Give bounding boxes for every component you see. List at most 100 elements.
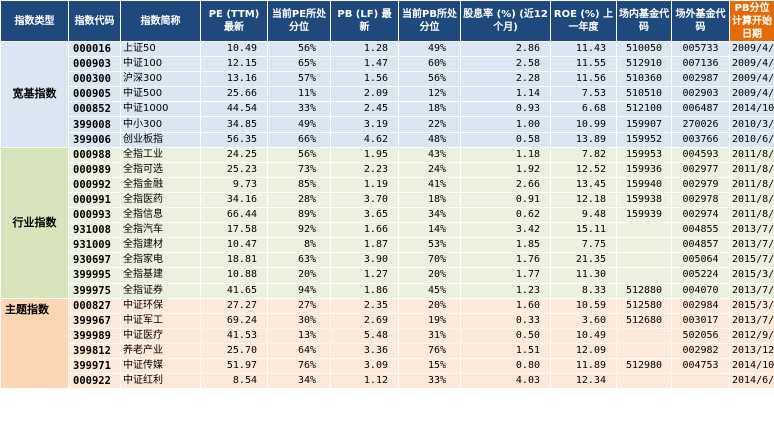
index-code: 399989 [68, 327, 121, 344]
index-name: 全指工业 [120, 146, 201, 163]
dividend-yield: 4.03 [460, 373, 551, 390]
table-row: 399995 全指基建 10.88 20% 1.27 20% 1.77 11.30 005224… [1, 267, 774, 284]
index-code: 000991 [68, 191, 121, 209]
offsite-fund-code: 005064 [671, 252, 730, 269]
pe-percentile: 34% [267, 373, 331, 390]
offsite-fund-code: 003017 [671, 312, 730, 329]
index-name: 中证500 [120, 86, 201, 103]
table-row: 399008 中小300 34.85 49% 3.19 22% 1.00 10.99 15990… [1, 116, 774, 133]
pb-percentile: 12% [398, 86, 461, 103]
roe-value: 11.30 [550, 267, 617, 284]
start-date: 2009/4/23 [729, 86, 774, 103]
table-row: 399971 中证传媒 51.97 76% 3.09 15% 0.80 11.89 512980… [1, 357, 774, 375]
offsite-fund-code: 002979 [671, 176, 730, 193]
index-name: 中小300 [120, 116, 201, 133]
roe-value: 10.49 [550, 327, 617, 344]
index-name: 中证医疗 [120, 327, 201, 344]
table-row: 399812 养老产业 25.70 64% 3.36 76% 1.51 12.09 002982… [1, 342, 774, 359]
index-name: 全指证券 [120, 282, 201, 299]
index-code: 000300 [68, 71, 121, 88]
pe-value: 12.15 [200, 56, 268, 73]
pe-percentile: 66% [267, 131, 331, 148]
pb-percentile: 53% [398, 237, 461, 254]
pe-value: 18.81 [200, 252, 268, 269]
pb-value: 2.69 [330, 312, 399, 329]
pb-value: 1.56 [330, 71, 399, 88]
pe-value: 34.85 [200, 116, 268, 133]
index-name: 养老产业 [120, 342, 201, 359]
start-date: 2009/4/23 [729, 56, 774, 73]
index-name: 全指汽车 [120, 222, 201, 239]
roe-value: 12.34 [550, 373, 617, 390]
onsite-fund-code: 510050 [616, 40, 672, 58]
header-pb-percentile: 当前PB所处分位 [398, 0, 461, 42]
roe-value: 13.45 [550, 176, 617, 193]
index-name: 上证50 [120, 40, 201, 58]
pb-percentile: 60% [398, 56, 461, 73]
offsite-fund-code: 006487 [671, 101, 730, 118]
start-date: 2013/7/15 [729, 282, 774, 299]
dividend-yield: 1.60 [460, 297, 551, 314]
header-start-date: PB分位计算开始日期 [729, 0, 774, 42]
index-name: 中证传媒 [120, 357, 201, 375]
start-date: 2009/4/23 [729, 40, 774, 58]
offsite-fund-code: 005733 [671, 40, 730, 58]
pe-value: 44.54 [200, 101, 268, 118]
onsite-fund-code: 159952 [616, 131, 672, 148]
index-code: 399008 [68, 116, 121, 133]
pe-percentile: 30% [267, 312, 331, 329]
index-name: 全指金融 [120, 176, 201, 193]
index-code: 931008 [68, 222, 121, 239]
table-row: 行业指数 000988 全指工业 24.25 56% 1.95 43% 1.18 7.82 159… [0, 146, 774, 299]
index-code: 000988 [68, 146, 121, 163]
start-date: 2010/3/22 [729, 116, 774, 133]
start-date: 2014/6/6 [729, 373, 774, 390]
index-code: 000827 [68, 297, 121, 314]
index-name: 中证红利 [120, 373, 201, 390]
pe-value: 10.49 [200, 40, 268, 58]
onsite-fund-code: 159953 [616, 146, 672, 163]
pe-percentile: 89% [267, 207, 331, 224]
index-code: 399995 [68, 267, 121, 284]
offsite-fund-code: 270026 [671, 116, 730, 133]
table-row: 930697 全指家电 18.81 63% 3.90 70% 1.76 21.35 005064… [1, 252, 774, 269]
onsite-fund-code: 512910 [616, 56, 672, 73]
table-row: 931009 全指建材 10.47 8% 1.87 53% 1.85 7.75 004857 20… [1, 237, 774, 254]
pb-value: 2.23 [330, 161, 399, 178]
pe-percentile: 28% [267, 191, 331, 209]
pb-percentile: 43% [398, 146, 461, 163]
pe-value: 69.24 [200, 312, 268, 329]
onsite-fund-code: 159907 [616, 116, 672, 133]
offsite-fund-code: 007136 [671, 56, 730, 73]
pe-percentile: 85% [267, 176, 331, 193]
dividend-yield: 0.62 [460, 207, 551, 224]
onsite-fund-code: 159938 [616, 191, 672, 209]
header-pb: PB (LF) 最新 [330, 0, 399, 42]
dividend-yield: 3.42 [460, 222, 551, 239]
index-code: 931009 [68, 237, 121, 254]
pe-value: 51.97 [200, 357, 268, 375]
dividend-yield: 0.33 [460, 312, 551, 329]
pb-percentile: 76% [398, 342, 461, 359]
pe-value: 56.35 [200, 131, 268, 148]
onsite-fund-code: 159940 [616, 176, 672, 193]
pe-percentile: 92% [267, 222, 331, 239]
pe-value: 13.16 [200, 71, 268, 88]
pe-value: 8.54 [200, 373, 268, 390]
table-row: 000922 中证红利 8.54 34% 1.12 33% 4.03 12.34 2014/6/… [1, 373, 774, 390]
table-row: 000992 全指金融 9.73 85% 1.19 41% 2.66 13.45 159940 0… [1, 176, 774, 193]
onsite-fund-code [616, 373, 672, 390]
onsite-fund-code [616, 327, 672, 344]
pe-value: 27.27 [200, 297, 268, 314]
header-category: 指数类型 [0, 0, 69, 42]
pe-percentile: 56% [267, 146, 331, 163]
offsite-fund-code [671, 373, 730, 390]
offsite-fund-code: 502056 [671, 327, 730, 344]
pb-value: 1.47 [330, 56, 399, 73]
pb-percentile: 56% [398, 71, 461, 88]
index-code: 000922 [68, 373, 121, 390]
index-name: 中证1000 [120, 101, 201, 118]
dividend-yield: 0.80 [460, 357, 551, 375]
header-onsite-fund: 场内基金代码 [616, 0, 672, 42]
pe-value: 24.25 [200, 146, 268, 163]
